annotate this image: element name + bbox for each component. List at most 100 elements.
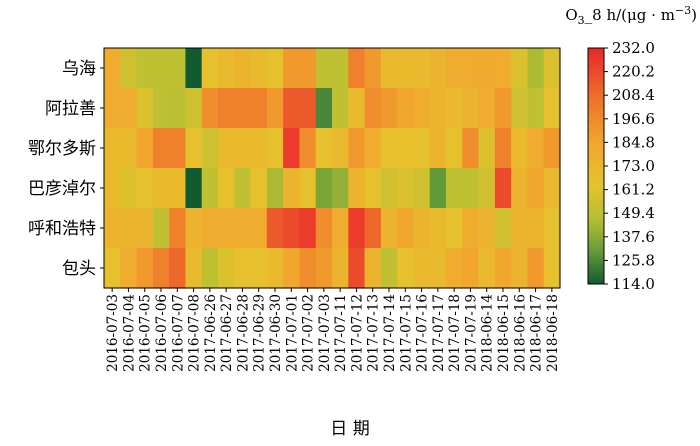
- colorbar-tick-label: 173.0: [612, 157, 655, 175]
- heatmap-cell: [429, 168, 447, 209]
- heatmap-cell: [299, 208, 317, 249]
- colorbar-tick-label: 149.4: [612, 204, 655, 222]
- heatmap-cell: [494, 48, 512, 89]
- colorbar-tick-label: 232.0: [612, 39, 655, 57]
- heatmap-cell: [185, 248, 203, 289]
- heatmap-cell: [348, 48, 366, 89]
- heatmap-cell: [543, 88, 561, 129]
- heatmap-cell: [104, 88, 121, 129]
- colorbar: [587, 47, 605, 285]
- heatmap-cell: [169, 168, 187, 209]
- column-label: 2017-07-19: [463, 294, 479, 372]
- heatmap-cell: [169, 128, 187, 169]
- heatmap-cell: [218, 168, 235, 209]
- heatmap-cell: [169, 88, 187, 129]
- heatmap-cell: [380, 128, 398, 169]
- column-labels: 2016-07-03 2016-07-04 2016-07-05 2016-07-06…: [105, 288, 561, 372]
- heatmap-cell: [413, 208, 431, 249]
- heatmap-cell: [136, 88, 154, 129]
- column-label: 2017-06-27: [219, 294, 235, 372]
- heatmap-cell: [315, 128, 333, 169]
- column-label: 2017-07-02: [301, 294, 317, 372]
- heatmap-cell: [234, 248, 252, 289]
- heatmap-cell: [494, 168, 512, 209]
- heatmap-cell: [250, 48, 268, 89]
- heatmap-cell: [201, 208, 219, 249]
- heatmap-cell: [413, 168, 431, 209]
- colorbar-tick-label: 114.0: [612, 275, 655, 293]
- column-label: 2018-06-18: [545, 294, 561, 372]
- heatmap-cell: [462, 208, 480, 249]
- heatmap-cell: [250, 128, 268, 169]
- heatmap-cell: [283, 88, 301, 129]
- column-label: 2017-07-14: [382, 294, 398, 372]
- heatmap-cell: [120, 248, 138, 289]
- heatmap-cell: [348, 128, 366, 169]
- heatmap-cell: [218, 128, 235, 169]
- heatmap-cell: [201, 248, 219, 289]
- heatmap-cell: [152, 128, 170, 169]
- row-label: 鄂尔多斯: [28, 139, 96, 159]
- heatmap-cell: [315, 208, 333, 249]
- heatmap-cell: [511, 128, 529, 169]
- heatmap-cell: [250, 248, 268, 289]
- heatmap-cell: [429, 128, 447, 169]
- heatmap-cell: [446, 48, 463, 89]
- heatmap-cell: [218, 208, 235, 249]
- x-axis-title: 日 期: [330, 419, 369, 439]
- heatmap-cell: [299, 48, 317, 89]
- heatmap-cell: [299, 168, 317, 209]
- heatmap-cell: [266, 128, 284, 169]
- column-label: 2017-07-13: [366, 294, 382, 372]
- heatmap-cell: [494, 88, 512, 129]
- heatmap-cell: [543, 208, 561, 249]
- heatmap-cell: [413, 128, 431, 169]
- column-label: 2016-07-07: [170, 294, 186, 372]
- heatmap-cell: [364, 48, 382, 89]
- heatmap-cell: [429, 208, 447, 249]
- column-label: 2017-07-12: [349, 294, 365, 372]
- heatmap-cell: [332, 168, 349, 209]
- heatmap-cell: [478, 248, 496, 289]
- heatmap-cell: [446, 248, 463, 289]
- heatmap-cell: [429, 48, 447, 89]
- heatmap-cell: [380, 248, 398, 289]
- heatmap-cell: [380, 208, 398, 249]
- row-label: 包头: [62, 259, 96, 279]
- heatmap-cell: [120, 168, 138, 209]
- heatmap-cell: [185, 48, 203, 89]
- heatmap-cell: [136, 128, 154, 169]
- heatmap-cell: [120, 48, 138, 89]
- heatmap-cell: [380, 168, 398, 209]
- heatmap-cell: [511, 168, 529, 209]
- heatmap-cell: [218, 88, 235, 129]
- heatmap-cell: [152, 248, 170, 289]
- colorbar-label: O3_8 h/(μg · m−3): [565, 4, 697, 27]
- heatmap-cell: [234, 128, 252, 169]
- heatmap-cell: [234, 208, 252, 249]
- heatmap-cell: [185, 128, 203, 169]
- row-label: 巴彦淖尔: [28, 179, 96, 199]
- heatmap-cell: [543, 248, 561, 289]
- heatmap-cell: [462, 128, 480, 169]
- heatmap-cell: [527, 48, 545, 89]
- heatmap-cell: [462, 248, 480, 289]
- heatmap-cell: [527, 208, 545, 249]
- heatmap-cell: [234, 168, 252, 209]
- heatmap-cell: [364, 128, 382, 169]
- heatmap-cell: [266, 248, 284, 289]
- heatmap-cell: [201, 88, 219, 129]
- heatmap-cell: [413, 248, 431, 289]
- column-label: 2017-07-16: [415, 294, 431, 372]
- column-label: 2017-06-30: [268, 294, 284, 372]
- heatmap-cell: [201, 128, 219, 169]
- heatmap-cell: [364, 88, 382, 129]
- colorbar-tick-label: 184.8: [612, 133, 655, 151]
- colorbar-ticks: 232.0 220.2 208.4 196.6 184.8 173.0 161.2 149.4…: [604, 39, 655, 293]
- heatmap-cell: [152, 88, 170, 129]
- column-label: 2016-07-06: [154, 294, 170, 372]
- heatmap-cell: [201, 48, 219, 89]
- heatmap-cell: [478, 48, 496, 89]
- heatmap-cell: [136, 248, 154, 289]
- colorbar-tick-label: 220.2: [612, 63, 655, 81]
